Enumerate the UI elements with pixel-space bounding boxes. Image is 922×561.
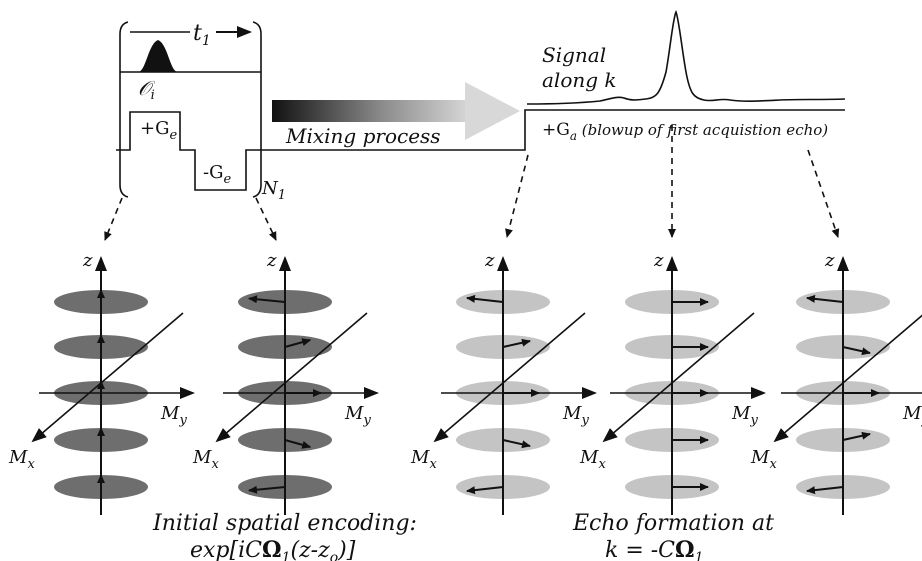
magnetization-vector xyxy=(284,439,312,449)
my-axis-label: My xyxy=(344,403,371,428)
my-axis-label: My xyxy=(562,403,589,428)
acq-gradient-label: +Ga (blowup of first acquistion echo) xyxy=(542,120,828,143)
mx-axis-label: Mx xyxy=(8,447,35,472)
signal-label-line2: along k xyxy=(542,68,617,92)
mixing-label: Mixing process xyxy=(285,124,441,148)
t1-label: t1 xyxy=(193,21,211,49)
echo-signal-trace xyxy=(526,9,846,105)
magnetization-column: z My Mx xyxy=(410,250,597,515)
magnetization-vector xyxy=(466,486,504,495)
axis-subscript: y xyxy=(920,413,922,428)
mx-axis xyxy=(433,312,586,443)
magnetization-column: z My Mx xyxy=(192,250,379,515)
axis-subscript: x xyxy=(211,457,219,472)
right-caption-line2: k = -CΩ1 xyxy=(605,537,704,561)
magnetization-column: z My Mx xyxy=(8,250,195,515)
dashed-pointers xyxy=(104,125,840,241)
mx-axis xyxy=(602,312,755,443)
axis-subscript: x xyxy=(27,457,35,472)
z-axis-label: z xyxy=(653,250,664,271)
left-bracket xyxy=(119,21,129,198)
z-axis-label: z xyxy=(266,250,277,271)
magnetization-vector xyxy=(284,338,312,348)
magnetization-column: z My Mx xyxy=(579,250,766,515)
pulse-sequence: t1 𝒪i +Ge -Ge N1 xyxy=(116,21,845,203)
loop-count-label: N1 xyxy=(261,178,286,203)
axis-subscript: y xyxy=(178,413,187,428)
mixing-gradient-bar xyxy=(272,100,470,122)
z-axis-label: z xyxy=(484,250,495,271)
pointer-to-column-1 xyxy=(104,197,123,241)
pointer-to-column-2 xyxy=(255,197,277,241)
axis-subscript: y xyxy=(580,413,589,428)
pulse-label: 𝒪i xyxy=(138,76,156,103)
axis-subscript: y xyxy=(362,413,371,428)
left-caption-line2: exp[iCΩ1(z-zo)] xyxy=(190,537,356,561)
right-caption-line1: Echo formation at xyxy=(572,511,774,536)
my-axis-label: My xyxy=(731,403,758,428)
mx-axis xyxy=(31,312,184,443)
magnetization-vector xyxy=(842,346,871,356)
mx-axis-label: Mx xyxy=(410,447,437,472)
axis-subscript: y xyxy=(749,413,758,428)
gradient-pos-label: +Ge xyxy=(140,118,177,143)
z-axis-label: z xyxy=(82,250,93,271)
pointer-to-column-3 xyxy=(505,154,529,238)
magnetization-vector xyxy=(502,439,531,449)
magnetization-column: z My Mx xyxy=(750,250,922,515)
mx-axis xyxy=(215,312,368,443)
captions: Initial spatial encoding: exp[iCΩ1(z-zo)… xyxy=(152,511,774,561)
right-bracket xyxy=(252,21,262,198)
signal-label-line1: Signal xyxy=(542,43,606,67)
mx-axis-label: Mx xyxy=(750,447,777,472)
gradient-neg-label: -Ge xyxy=(203,162,231,187)
rf-pulse-shape xyxy=(138,40,178,72)
magnetization-vector xyxy=(806,486,844,495)
encoding-gradient-waveform xyxy=(116,109,845,191)
left-caption-line1: Initial spatial encoding: xyxy=(152,511,417,536)
my-axis-label: My xyxy=(902,403,922,428)
mixing-process: Mixing process xyxy=(272,82,520,148)
magnetization-vector xyxy=(248,295,286,304)
axis-subscript: x xyxy=(598,457,606,472)
magnetization-vector xyxy=(248,485,286,494)
magnetization-vector xyxy=(502,338,531,348)
mx-axis xyxy=(773,314,922,443)
mixing-arrowhead xyxy=(465,82,520,140)
magnetization-vector xyxy=(842,431,871,441)
pointer-to-column-5 xyxy=(807,149,840,238)
acquisition: Signal along k +Ga (blowup of first acqu… xyxy=(526,9,846,143)
magnetization-columns: zMyMxzMyMxzMyMxzMyMxzMyMx xyxy=(8,250,922,515)
magnetization-vector xyxy=(806,294,844,303)
z-axis-label: z xyxy=(824,250,835,271)
mx-axis-label: Mx xyxy=(192,447,219,472)
axis-subscript: x xyxy=(769,457,777,472)
axis-subscript: x xyxy=(429,457,437,472)
magnetization-vector xyxy=(466,294,504,303)
my-axis-label: My xyxy=(160,403,187,428)
mx-axis-label: Mx xyxy=(579,447,606,472)
